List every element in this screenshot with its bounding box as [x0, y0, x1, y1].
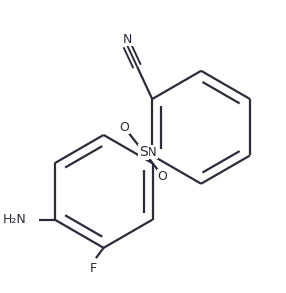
Text: N: N — [123, 33, 132, 46]
Text: O: O — [119, 121, 129, 134]
Text: S: S — [139, 145, 148, 159]
Text: F: F — [90, 262, 97, 275]
Text: H₂N: H₂N — [3, 213, 27, 226]
Text: HN: HN — [138, 146, 157, 159]
Text: O: O — [158, 170, 168, 183]
